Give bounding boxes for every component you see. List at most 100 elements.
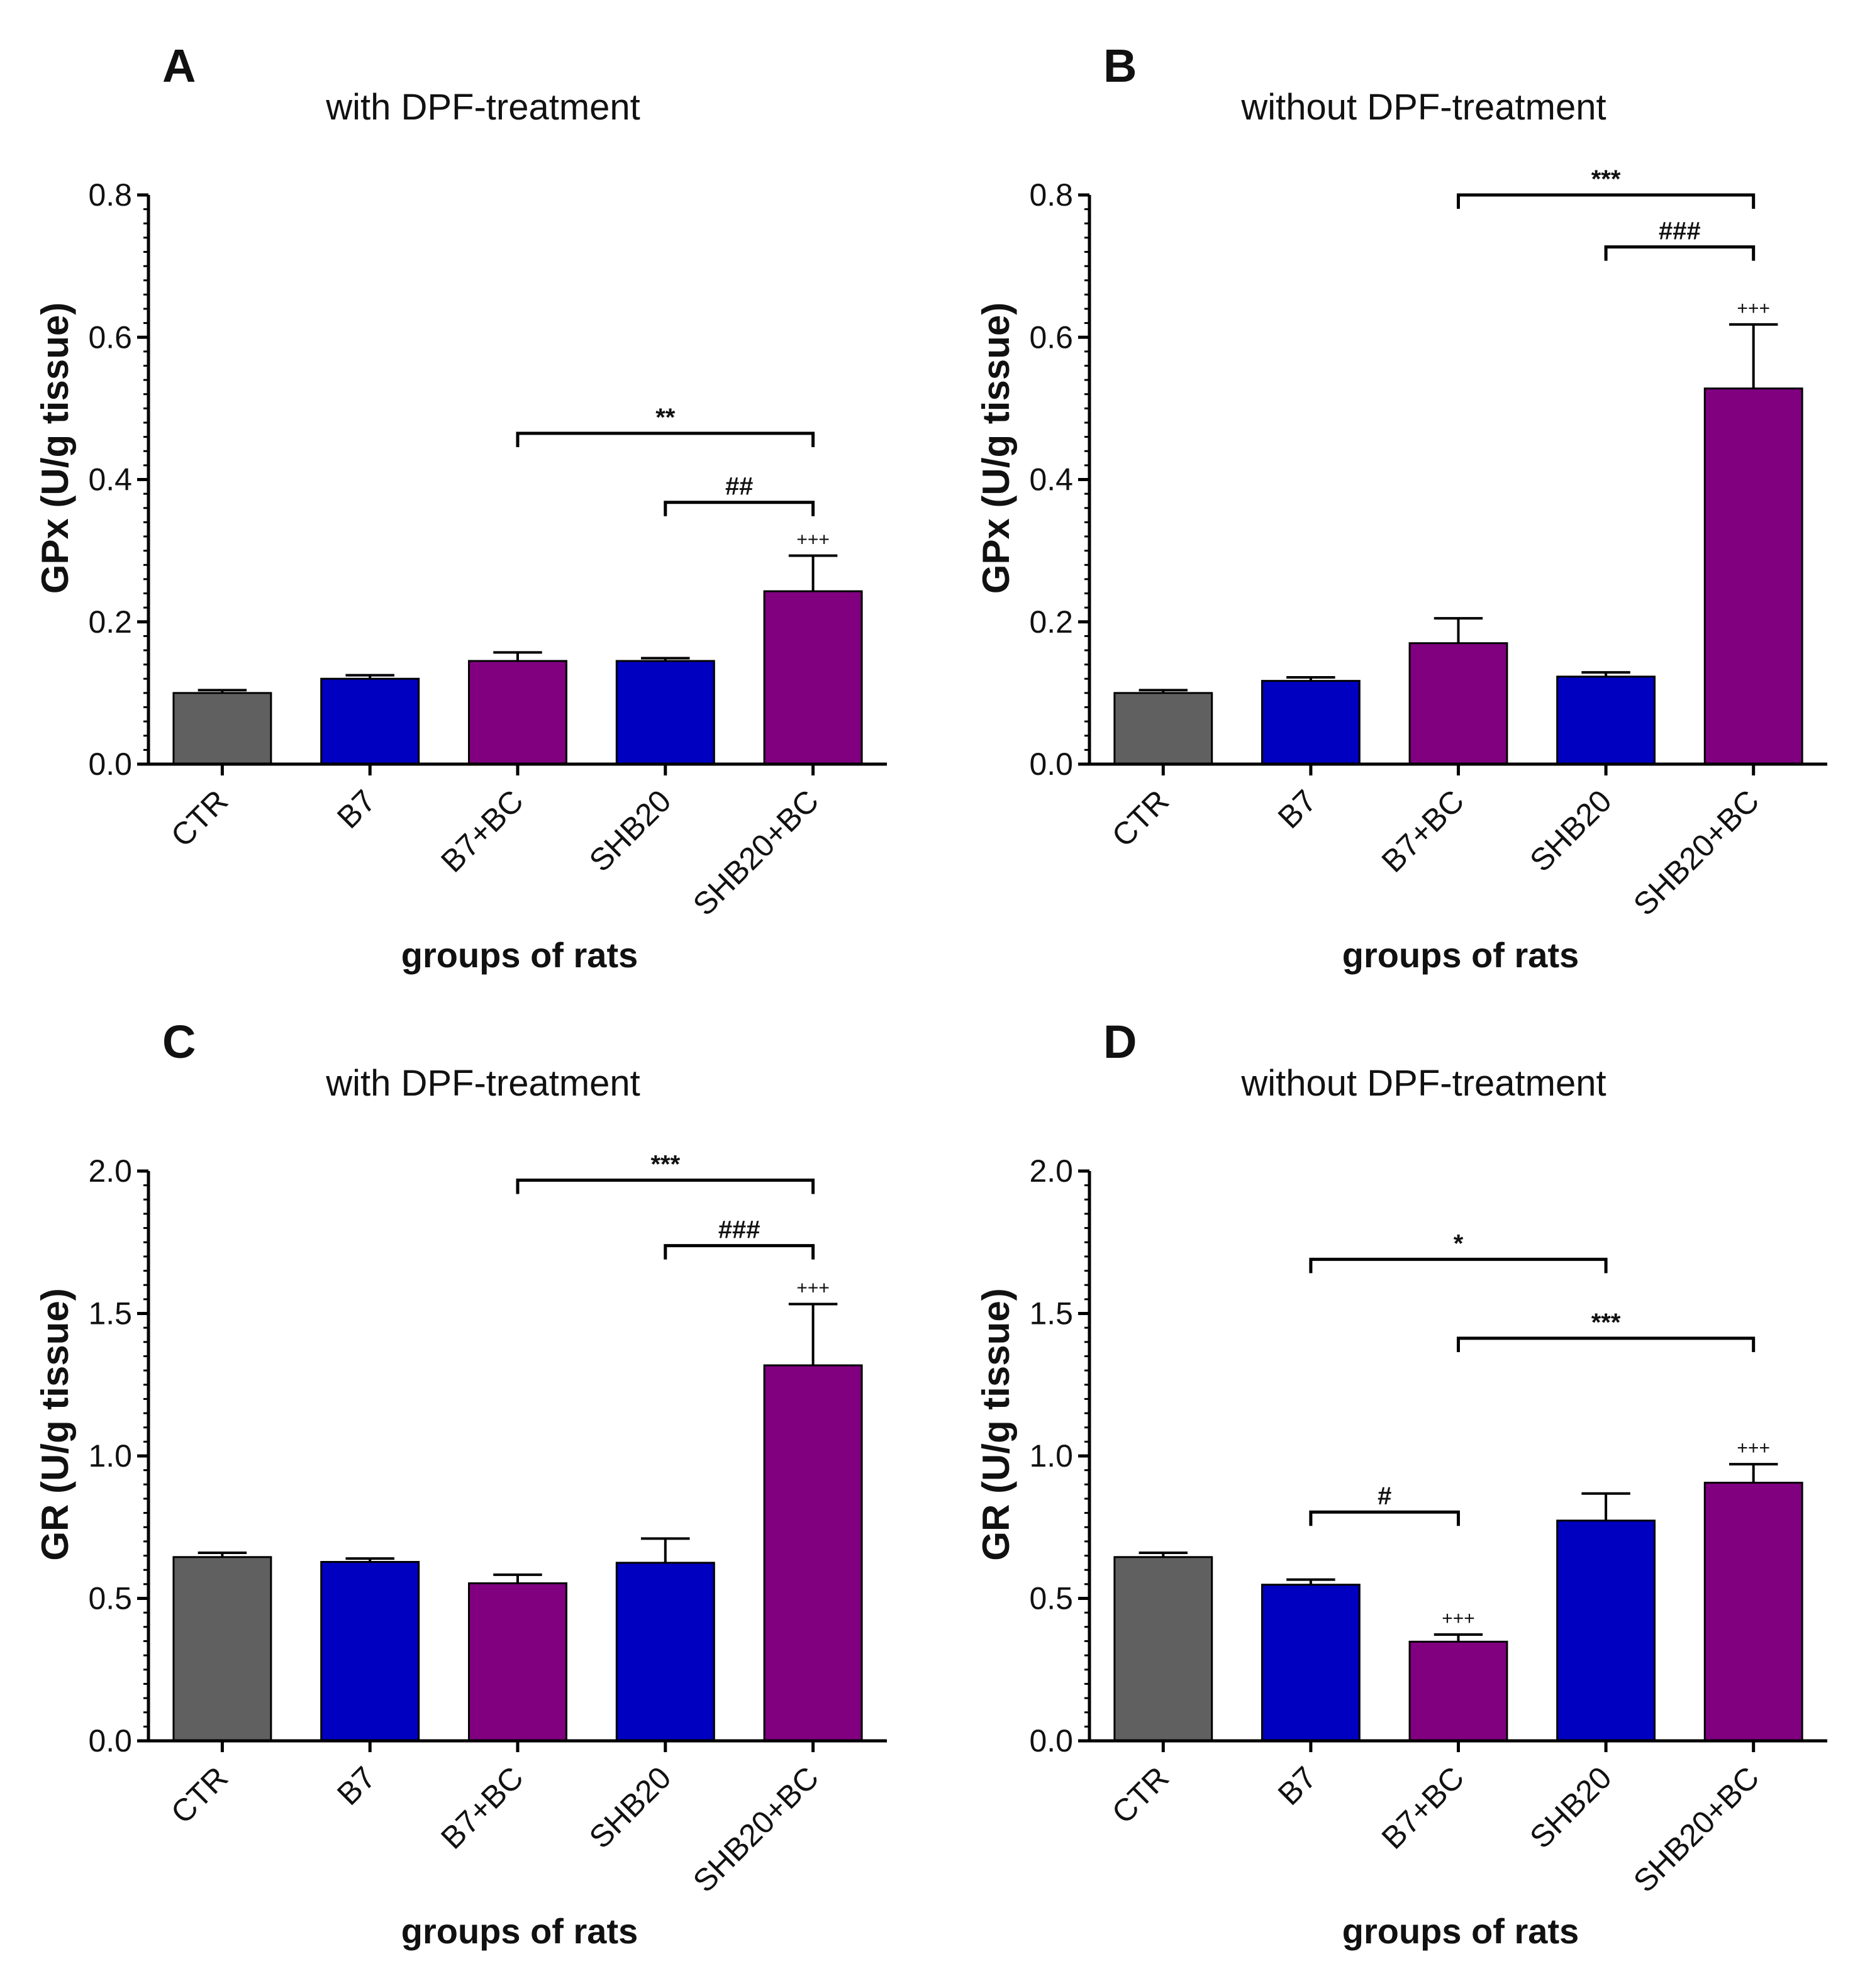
bar-b7 [320, 1561, 420, 1742]
category-label: B7+BC [434, 783, 530, 879]
category-label: SHB20 [1523, 783, 1618, 879]
bar-b7 [1261, 680, 1361, 765]
category-label: CTR [164, 1760, 235, 1830]
y-tick-label: 0.0 [1029, 747, 1073, 782]
bar-ctr [1113, 1556, 1213, 1742]
category-label: SHB20 [582, 783, 678, 879]
error-bar [1286, 675, 1335, 681]
category-label: CTR [1105, 1760, 1176, 1830]
chart-title: without DPF-treatment [1240, 1063, 1606, 1104]
y-tick-label: 1.5 [1029, 1296, 1073, 1331]
plus-annotation: +++ [796, 1278, 830, 1299]
panel-letter: C [162, 1016, 196, 1068]
x-axis-label: groups of rats [401, 935, 638, 975]
category-label: B7 [1271, 1760, 1323, 1812]
bar-b7-plus-bc [1408, 1640, 1508, 1742]
significance-label: # [1378, 1482, 1391, 1510]
y-tick-label: 0.6 [1029, 319, 1073, 355]
category-label: SHB20+BC [686, 1760, 825, 1899]
y-tick-label: 0.0 [1029, 1723, 1073, 1758]
category-label: B7+BC [1375, 1760, 1471, 1856]
y-axis-label: GR (U/g tissue) [975, 1288, 1017, 1560]
category-label: CTR [164, 783, 235, 853]
y-axis-label: GR (U/g tissue) [34, 1288, 76, 1560]
error-bar [1286, 1578, 1335, 1585]
category-label: B7 [1271, 783, 1323, 835]
bar-shb20-plus-bc [1703, 1482, 1803, 1742]
significance-label: ## [725, 473, 754, 501]
plus-annotation: +++ [1737, 298, 1770, 319]
bar-shb20 [1556, 1519, 1656, 1742]
y-tick-label: 0.4 [88, 462, 132, 497]
error-bar [641, 1537, 690, 1563]
significance-label: ### [718, 1216, 760, 1244]
category-label: SHB20+BC [686, 783, 825, 922]
error-bar [493, 1573, 542, 1584]
y-axis-label: GPx (U/g tissue) [975, 303, 1017, 594]
significance-bracket: *** [1457, 165, 1756, 209]
significance-label: *** [650, 1150, 680, 1178]
significance-label: *** [1591, 165, 1621, 193]
chart-title: without DPF-treatment [1240, 87, 1606, 128]
significance-bracket: *** [516, 1150, 815, 1194]
significance-label: * [1454, 1230, 1464, 1257]
plus-annotation: +++ [1442, 1608, 1475, 1629]
error-bar [788, 554, 838, 592]
y-tick-label: 0.6 [88, 319, 132, 355]
error-bar [1138, 1552, 1188, 1557]
error-bar [1434, 617, 1483, 643]
y-tick-label: 0.8 [1029, 177, 1073, 213]
category-label: B7+BC [434, 1760, 530, 1856]
category-label: B7+BC [1375, 783, 1471, 879]
error-bar [1434, 1633, 1483, 1642]
y-tick-label: 0.5 [1029, 1581, 1073, 1616]
x-axis-label: groups of rats [401, 1911, 638, 1951]
category-label: CTR [1105, 783, 1176, 853]
significance-bracket: *** [1457, 1309, 1756, 1352]
significance-label: *** [1591, 1309, 1621, 1336]
error-bar [788, 1302, 838, 1365]
y-tick-label: 1.0 [88, 1438, 132, 1474]
chart-title: with DPF-treatment [325, 87, 640, 128]
y-tick-label: 0.2 [1029, 604, 1073, 640]
category-label: SHB20 [1523, 1760, 1618, 1855]
plus-annotation: +++ [1737, 1438, 1770, 1458]
error-bar [345, 674, 394, 679]
significance-bracket: # [1309, 1482, 1460, 1526]
error-bar [1581, 671, 1630, 677]
y-tick-label: 0.4 [1029, 462, 1073, 497]
x-axis-label: groups of rats [1342, 935, 1579, 975]
panel-letter: B [1103, 40, 1137, 92]
category-label: SHB20+BC [1627, 1760, 1766, 1899]
significance-bracket: * [1309, 1230, 1608, 1274]
category-label: B7 [330, 783, 382, 835]
bar-b7 [1261, 1584, 1361, 1742]
x-axis-label: groups of rats [1342, 1911, 1579, 1951]
category-label: SHB20 [582, 1760, 678, 1855]
bar-shb20 [615, 1562, 715, 1742]
panel-letter: D [1103, 1016, 1137, 1068]
bar-shb20 [1556, 675, 1656, 765]
significance-label: ### [1659, 218, 1701, 245]
y-tick-label: 2.0 [88, 1153, 132, 1189]
bar-ctr [172, 692, 272, 765]
bar-shb20-plus-bc [763, 590, 863, 765]
y-tick-label: 0.2 [88, 604, 132, 640]
significance-bracket: ### [1604, 218, 1756, 261]
error-bar [1729, 323, 1778, 389]
bar-shb20-plus-bc [763, 1364, 863, 1742]
error-bar [1729, 1463, 1778, 1483]
error-bar [1581, 1492, 1630, 1521]
error-bar [1138, 689, 1188, 693]
bar-b7 [320, 677, 420, 765]
y-tick-label: 2.0 [1029, 1153, 1073, 1189]
y-tick-label: 0.5 [88, 1581, 132, 1616]
bar-ctr [172, 1556, 272, 1742]
category-label: B7 [330, 1760, 382, 1812]
y-tick-label: 0.0 [88, 747, 132, 782]
